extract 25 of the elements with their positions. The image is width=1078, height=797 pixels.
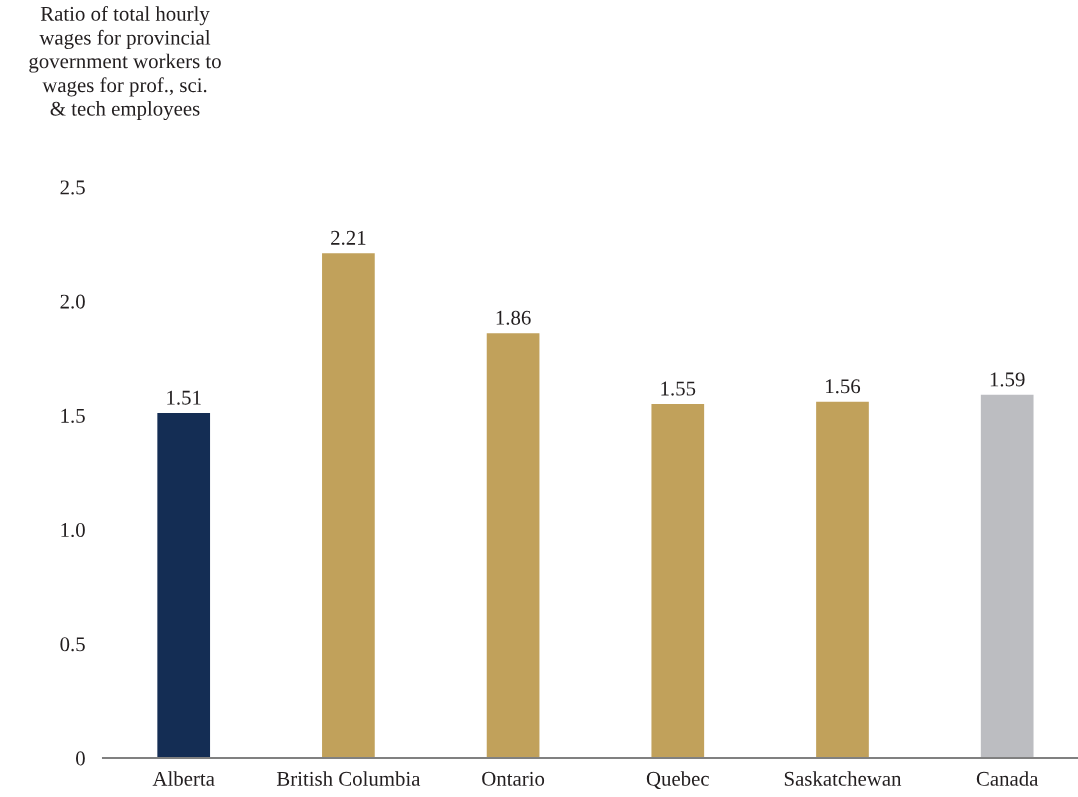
x-tick-label: Canada: [976, 771, 1039, 786]
data-label: 1.59: [990, 372, 1025, 387]
y-tick-label: 1.5: [61, 408, 85, 423]
y-tick-label: 2.0: [60, 294, 85, 309]
bar: [980, 394, 1034, 758]
y-tick-label: 2.5: [60, 180, 85, 195]
data-label: 1.55: [661, 381, 696, 396]
bar: [157, 413, 211, 758]
data-label: 1.56: [826, 379, 861, 394]
data-label: 1.86: [496, 310, 531, 325]
y-tick-label: 0: [76, 751, 85, 766]
y-tick-label: 1.0: [61, 522, 85, 538]
y-axis-title: Ratio of total hourly wages for provincial government workers to wages for prof., sci. & tech employees: [29, 6, 221, 121]
y-tick-label: 0.5: [60, 637, 85, 652]
bar: [816, 401, 869, 758]
bar: [486, 333, 540, 758]
bar: [651, 403, 705, 758]
bar: [322, 253, 375, 758]
x-tick-label: Quebec: [646, 771, 709, 790]
x-tick-label: British Columbia: [276, 771, 421, 786]
data-label: 1.51: [167, 390, 201, 405]
x-tick-label: Saskatchewan: [784, 771, 902, 786]
x-tick-label: Ontario: [482, 771, 545, 786]
data-label: 2.21: [331, 230, 366, 245]
x-tick-label: Alberta: [152, 771, 215, 786]
